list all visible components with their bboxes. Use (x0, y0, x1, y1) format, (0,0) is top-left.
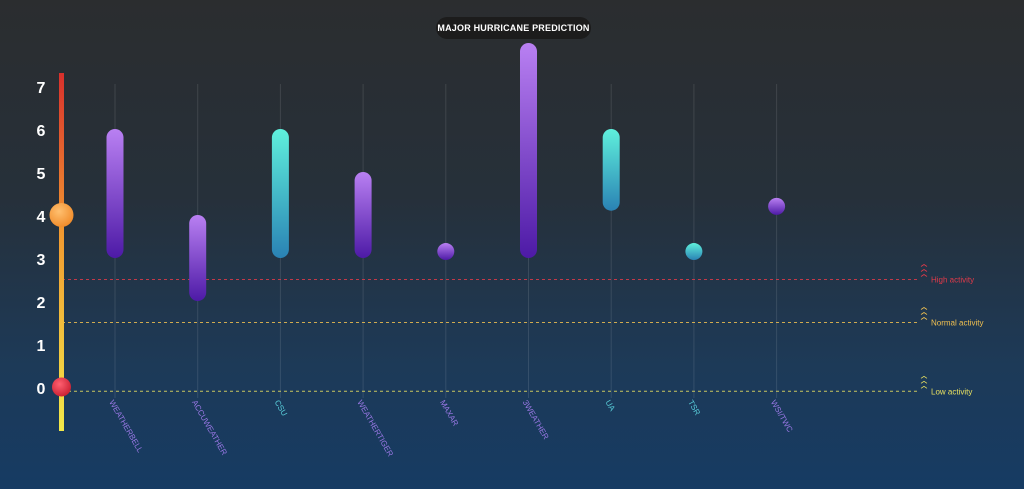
threshold-label: Normal activity (931, 319, 983, 328)
up-chevron-icon (920, 385, 928, 389)
chart-title: MAJOR HURRICANE PREDICTION (436, 17, 591, 39)
range-bar (106, 129, 124, 258)
scale-bar (59, 73, 64, 431)
category-label: WEATHERBELL (107, 399, 145, 455)
range-bar (354, 172, 372, 258)
category-label: WEATHERTIGER (355, 399, 395, 459)
y-tick-label: 4 (37, 209, 46, 226)
up-chevron-icon (920, 312, 928, 315)
y-tick-label: 1 (37, 338, 46, 355)
range-point (768, 197, 786, 215)
range-bar (271, 129, 289, 258)
scale-marker (52, 377, 71, 397)
range-bar (189, 215, 207, 301)
y-tick-label: 0 (37, 381, 46, 398)
y-tick-label: 2 (37, 295, 46, 312)
category-label: CSU (273, 399, 289, 418)
up-chevron-icon (920, 307, 928, 310)
y-tick-label: 3 (37, 252, 46, 269)
y-tick-label: 5 (37, 166, 46, 183)
threshold-label: High activity (931, 276, 974, 285)
range-bar (520, 43, 537, 258)
threshold-label: Low activity (931, 387, 972, 396)
category-label: ACCUWEATHER (190, 399, 229, 457)
category-label: UA (603, 399, 617, 414)
category-label: WSI/TWC (769, 399, 795, 434)
up-chevron-icon (920, 264, 928, 267)
range-point (437, 243, 455, 261)
y-tick-label: 6 (37, 123, 46, 140)
category-label: MAXAR (438, 399, 460, 428)
category-label: 3WEATHER (521, 399, 551, 442)
up-chevron-icon (920, 375, 928, 379)
range-bar (602, 129, 620, 211)
up-chevron-icon (920, 317, 928, 320)
up-chevron-icon (920, 274, 928, 277)
up-chevron-icon (920, 380, 928, 384)
up-chevron-icon (920, 269, 928, 272)
category-label: TSR (686, 399, 702, 418)
range-point (685, 243, 703, 261)
y-tick-label: 7 (37, 80, 46, 97)
scale-marker (49, 203, 74, 227)
